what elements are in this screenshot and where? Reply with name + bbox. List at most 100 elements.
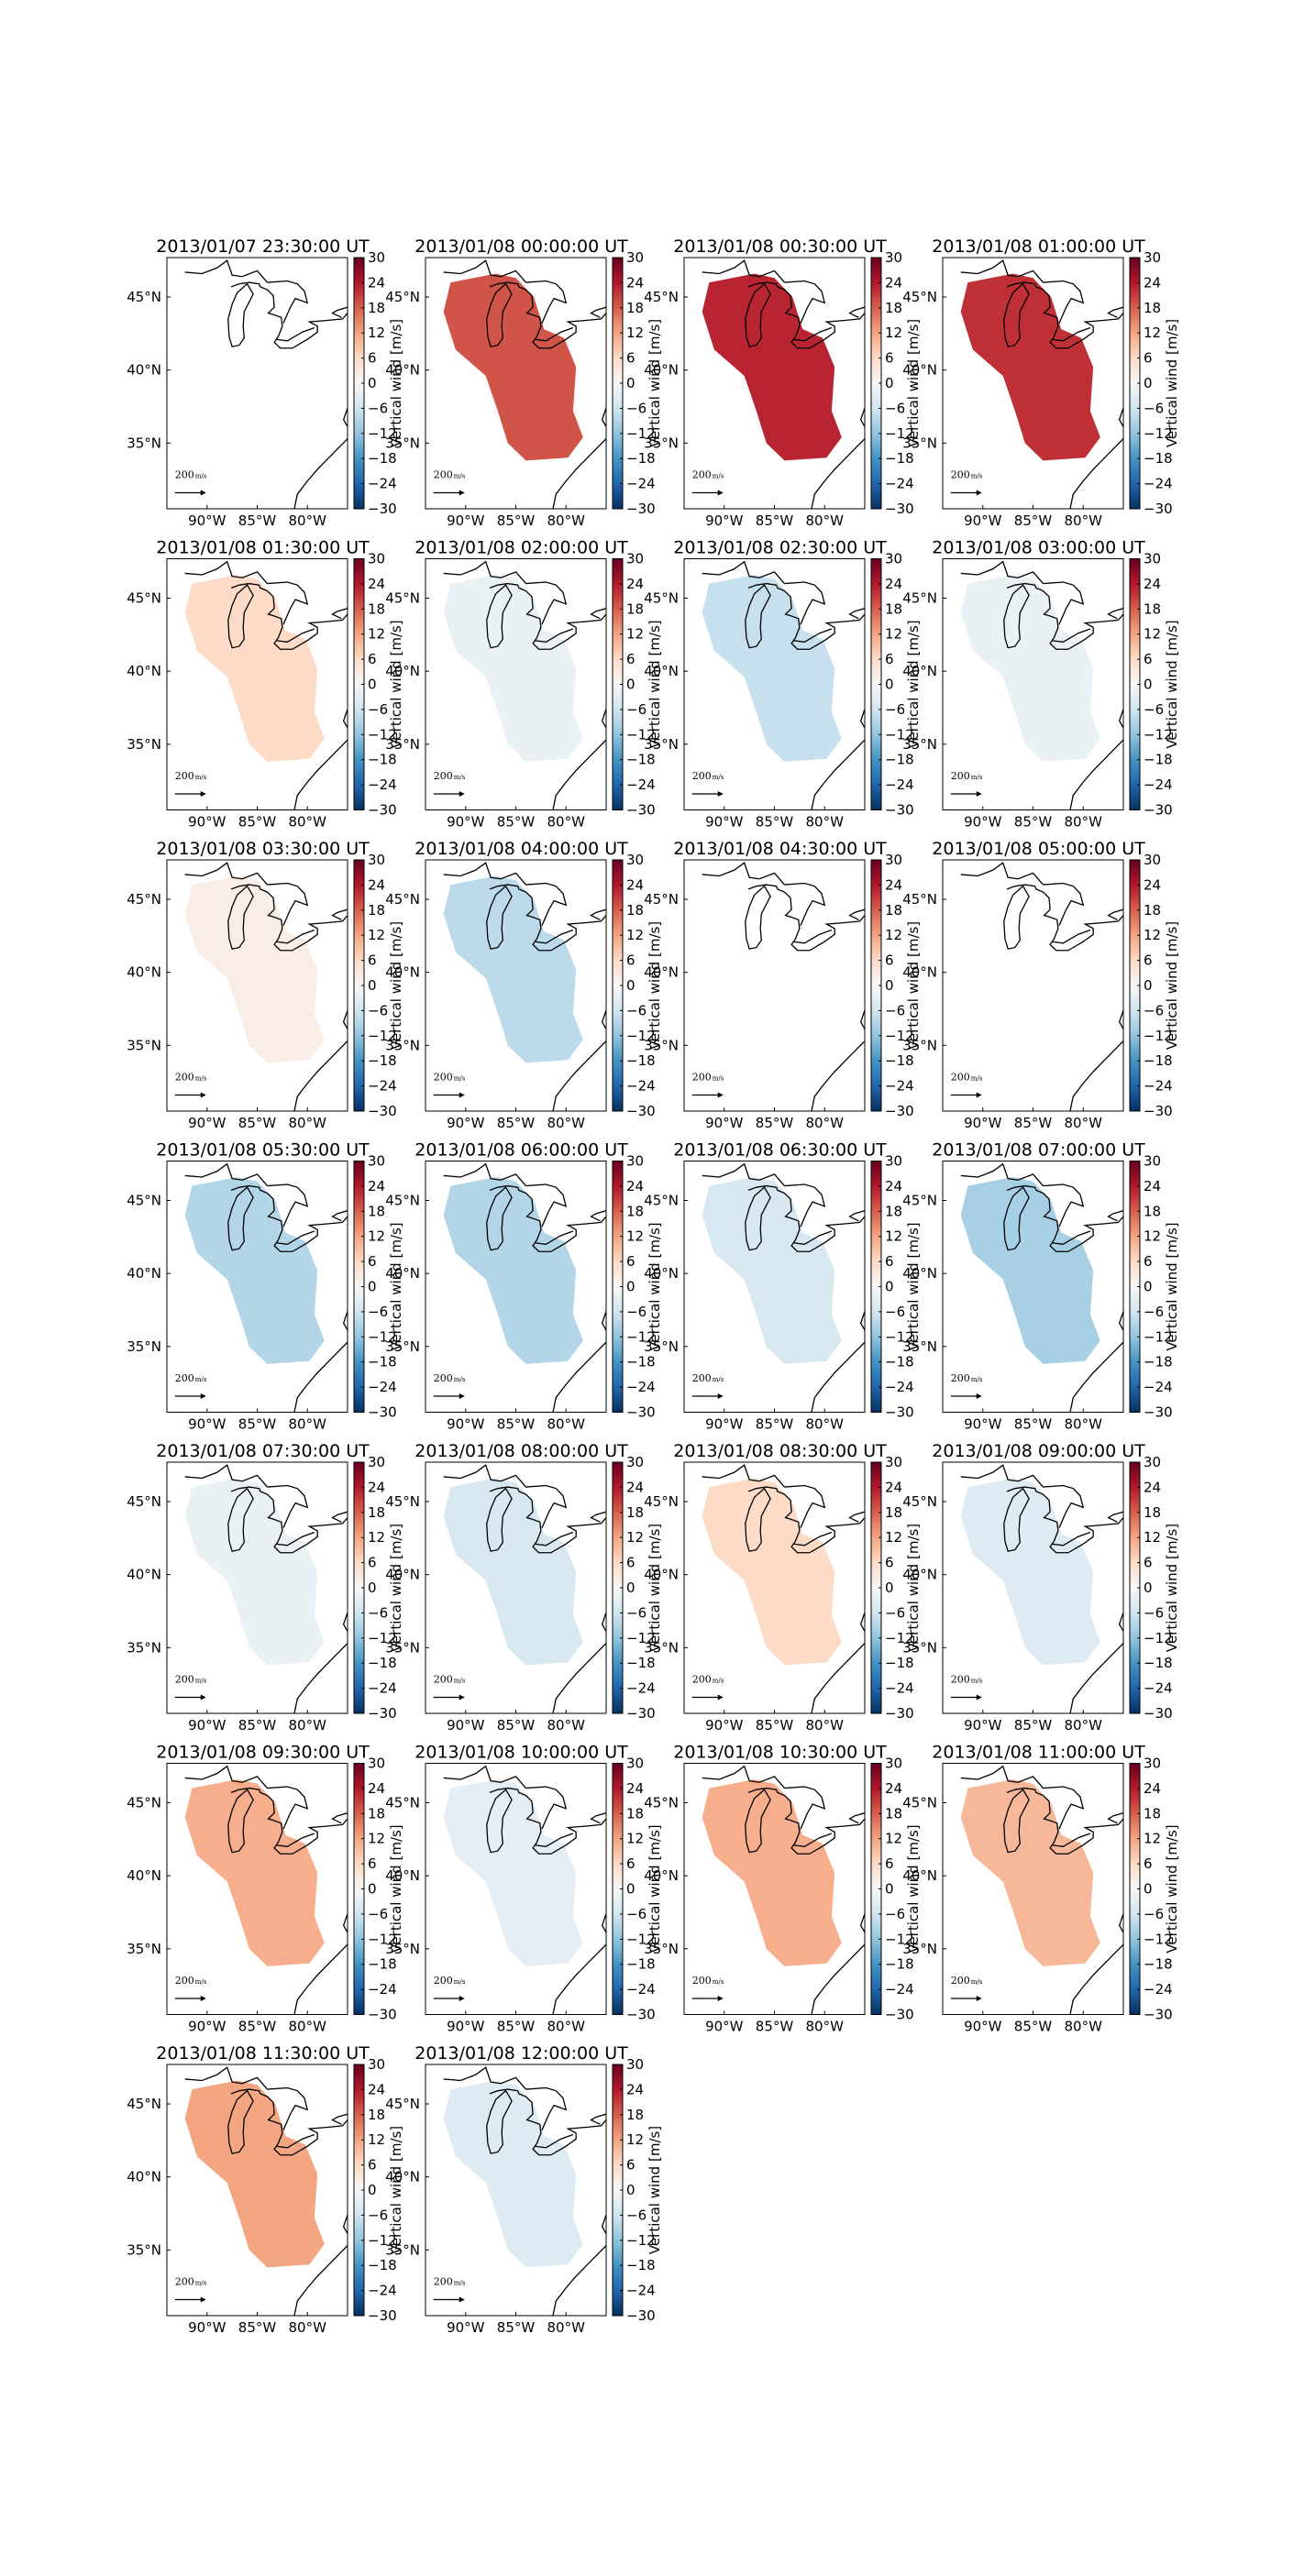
lon-label: 85°W — [497, 814, 536, 831]
map-panel: 2013/01/08 05:00:00 UT 35°N 40°N 45°N 90°W 85… — [902, 839, 1180, 1131]
colorbar-tick-label: 0 — [368, 2182, 377, 2198]
colorbar-label: Vertical wind [m/s] — [646, 620, 663, 748]
coastline — [1069, 1311, 1123, 1413]
coastline — [227, 885, 254, 950]
colorbar-tick-label: 6 — [368, 1253, 377, 1270]
colorbar-tick-label: 18 — [626, 1203, 644, 1219]
coastline — [293, 709, 348, 810]
map-panel: 2013/01/08 10:00:00 UT 35°N 40°N 45°N 90°W 85… — [385, 1743, 663, 2035]
colorbar-tick-label: −6 — [626, 701, 646, 718]
colorbar-label: Vertical wind [m/s] — [1164, 319, 1180, 447]
colorbar-tick-label: 24 — [368, 876, 385, 893]
colorbar-tick-label: 30 — [1144, 852, 1161, 868]
lon-label: 90°W — [447, 1416, 485, 1433]
lon-label: 80°W — [806, 1416, 845, 1433]
colorbar-tick-label: −12 — [626, 726, 656, 743]
colorbar-tick-label: −24 — [368, 1078, 397, 1095]
colorbar-tick-label: −6 — [626, 1604, 646, 1621]
colorbar-tick-label: 30 — [885, 1153, 902, 1170]
lat-label: 35°N — [127, 2241, 161, 2258]
lon-label: 80°W — [289, 1115, 327, 1131]
coastline — [486, 1789, 513, 1854]
coastline — [1069, 1612, 1123, 1713]
colorbar-tick-label: −18 — [1144, 752, 1173, 768]
colorbar-tick-label: −6 — [368, 2207, 388, 2223]
colorbar-tick-label: −12 — [368, 1630, 397, 1646]
coastline — [848, 1511, 865, 1523]
lat-label: 35°N — [902, 1941, 937, 1957]
colorbar-tick-label: 12 — [626, 1529, 644, 1546]
colorbar-tick-label: −24 — [885, 1379, 914, 1395]
lat-label: 40°N — [127, 362, 161, 379]
colorbar-tick-label: −30 — [368, 2007, 397, 2023]
lon-label: 85°W — [238, 2319, 277, 2336]
colorbar-tick-label: −30 — [626, 802, 656, 819]
lat-label: 40°N — [385, 1867, 420, 1884]
lat-label: 45°N — [385, 1493, 420, 1510]
coastline — [267, 1786, 309, 1830]
colorbar-tick-label: 30 — [626, 1756, 644, 1772]
colorbar-tick-label: −18 — [368, 1052, 397, 1069]
lat-label: 40°N — [644, 1867, 679, 1884]
lon-label: 80°W — [1065, 1115, 1103, 1131]
lon-label: 85°W — [497, 2019, 536, 2035]
coastline — [848, 1812, 865, 1824]
colorbar-tick-label: 30 — [1144, 1756, 1161, 1772]
quiver-key-head — [459, 490, 465, 496]
colorbar-tick-label: 24 — [626, 576, 644, 592]
coastline — [486, 1487, 513, 1552]
lon-label: 85°W — [1014, 2019, 1053, 2035]
coastline — [230, 582, 348, 650]
colorbar-tick-label: 0 — [368, 375, 377, 391]
coastline — [331, 1210, 348, 1222]
colorbar-tick-label: −6 — [368, 1002, 388, 1018]
coastline — [535, 1531, 574, 1547]
colorbar-tick-label: −24 — [885, 1680, 914, 1697]
colorbar-tick-label: 12 — [885, 325, 902, 341]
lat-label: 45°N — [644, 1493, 679, 1510]
quiver-key-head — [976, 790, 982, 797]
lon-label: 80°W — [1065, 2019, 1103, 2035]
colorbar-tick-label: −24 — [885, 1078, 914, 1095]
lon-label: 90°W — [964, 512, 1002, 529]
lat-label: 40°N — [127, 1265, 161, 1282]
colorbar-tick-label: −12 — [368, 726, 397, 743]
panel-title: 2013/01/08 01:00:00 UT — [932, 237, 1145, 257]
coastline — [1043, 1786, 1085, 1830]
coastline — [702, 1162, 785, 1187]
colorbar-tick-label: 18 — [626, 300, 644, 316]
coastline — [267, 1183, 309, 1227]
quiver-key-head — [717, 1694, 724, 1701]
colorbar-tick-label: 0 — [885, 1580, 894, 1596]
quiver-key-head — [976, 490, 982, 496]
coastline — [293, 1311, 348, 1413]
colorbar-tick-label: 0 — [626, 1881, 635, 1898]
colorbar-tick-label: 12 — [885, 927, 902, 943]
colorbar-tick-label: 30 — [368, 1756, 385, 1772]
map-panel: 2013/01/08 05:30:00 UT 35°N 40°N 45°N 90°W 85… — [127, 1140, 404, 1433]
lon-label: 80°W — [806, 1115, 845, 1131]
coastline — [486, 885, 513, 950]
colorbar-tick-label: 12 — [626, 1831, 644, 1847]
colorbar-tick-label: −24 — [885, 776, 914, 793]
colorbar-tick-label: −18 — [885, 450, 914, 467]
lat-label: 45°N — [127, 1795, 161, 1811]
colorbar-tick-label: 12 — [368, 2131, 385, 2148]
colorbar-tick-label: 24 — [368, 274, 385, 291]
coastline — [1052, 1230, 1091, 1245]
colorbar-label: Vertical wind [m/s] — [905, 1524, 922, 1652]
colorbar-tick-label: 18 — [885, 300, 902, 316]
lat-label: 45°N — [644, 891, 679, 908]
lon-label: 85°W — [756, 814, 794, 831]
colorbar-tick-label: 30 — [885, 852, 902, 868]
colorbar-tick-label: 6 — [885, 1253, 894, 1270]
lon-label: 80°W — [1065, 814, 1103, 831]
wind-region — [702, 1779, 842, 1966]
colorbar-tick-label: −12 — [1144, 1931, 1173, 1947]
quiver-key-value: 200 — [692, 1072, 712, 1084]
quiver-key-value: 200 — [175, 2276, 194, 2288]
coastline — [184, 2066, 268, 2090]
quiver-key-value: 200 — [175, 1372, 194, 1384]
colorbar-tick-label: 0 — [1144, 1881, 1153, 1898]
